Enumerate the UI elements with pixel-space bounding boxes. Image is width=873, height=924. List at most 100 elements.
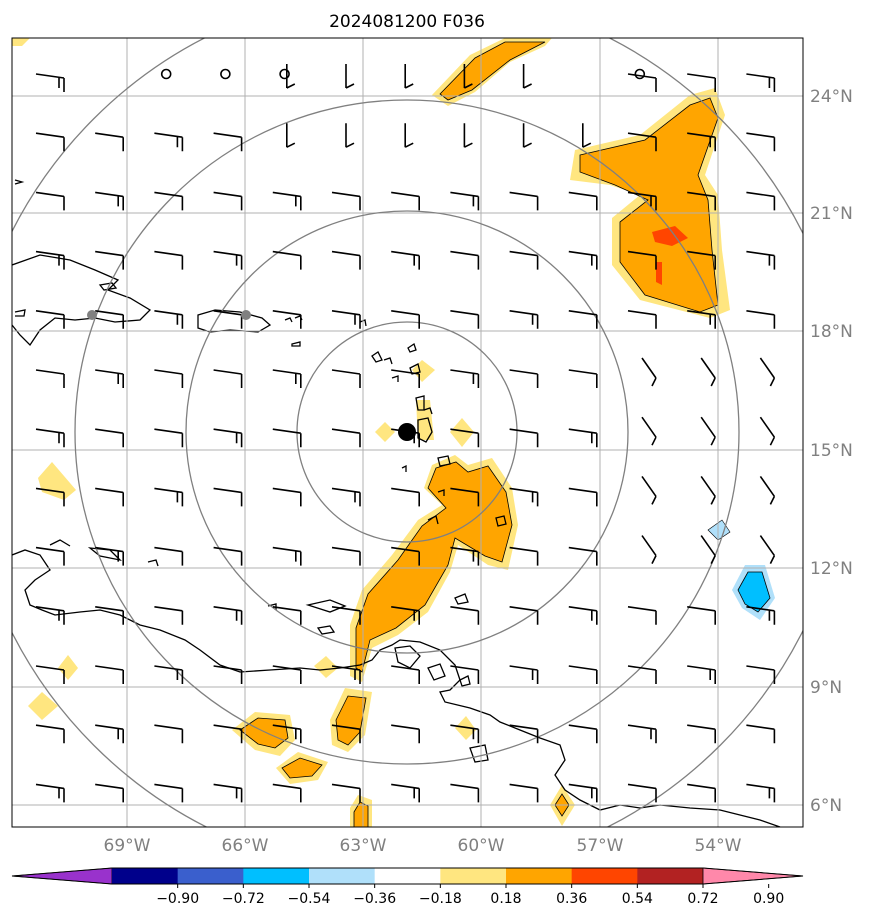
wind-barb (345, 64, 355, 89)
wind-barb (806, 725, 834, 743)
lat-label: 21°N (810, 204, 853, 224)
wind-barb (568, 724, 598, 744)
wind-barb (154, 783, 184, 803)
wind-barb (509, 783, 539, 803)
wind-barb (154, 665, 184, 684)
colorbar-extend-max (702, 867, 804, 885)
wind-barb (213, 487, 243, 507)
wind-barb (450, 428, 480, 448)
wind-barb (95, 191, 124, 211)
wind-barb (331, 546, 361, 566)
wind-barb (35, 369, 65, 388)
wind-barb (95, 310, 124, 329)
wind-barb (35, 783, 65, 803)
wind-barb (272, 487, 302, 507)
colorbar-segment (112, 868, 179, 884)
wind-barb (391, 665, 420, 684)
wind-barb (95, 487, 124, 507)
colorbar-tick-label: −0.18 (419, 891, 462, 907)
wind-barb (746, 665, 776, 684)
map-title: 2024081200 F036 (329, 12, 485, 32)
wind-barb (154, 250, 184, 270)
wind-barb (272, 546, 302, 566)
wind-barb (582, 123, 592, 148)
wind-barb (272, 310, 302, 329)
wind-barb (391, 606, 420, 625)
wind-barb (391, 783, 420, 803)
calm-wind-marker (634, 68, 646, 80)
wind-barb (35, 132, 65, 152)
colorbar-segment (243, 868, 310, 884)
wind-barb (272, 665, 302, 684)
wind-barb (213, 606, 243, 625)
wind-barb (391, 487, 420, 507)
wind-barb (522, 123, 532, 148)
colorbar-tick-label: −0.54 (288, 891, 331, 907)
wind-barb (35, 250, 65, 270)
colorbar-tick-label: −0.36 (353, 891, 396, 907)
wind-barb (463, 123, 473, 148)
lon-label: 60°W (458, 836, 505, 856)
wind-barb (568, 487, 598, 507)
wind-barb (641, 475, 657, 505)
wind-barb (35, 487, 65, 507)
wind-barb (272, 428, 302, 448)
wind-barb (331, 606, 361, 625)
gridlines (12, 38, 803, 827)
lon-label: 69°W (104, 836, 151, 856)
wind-barb (391, 310, 420, 329)
wind-barb (627, 724, 657, 744)
wind-barb (213, 191, 243, 211)
wind-barb (213, 783, 243, 803)
colorbar-segment (440, 868, 507, 884)
lon-label: 66°W (222, 836, 269, 856)
colorbar-tick-label: 0.54 (622, 891, 653, 907)
wind-barb (450, 606, 480, 625)
wind-barb (272, 191, 302, 211)
wind-barb (568, 250, 598, 270)
lat-label: 18°N (810, 322, 853, 342)
lat-label: 9°N (810, 678, 842, 698)
wind-barb (213, 665, 243, 684)
wind-barb (687, 250, 716, 270)
wind-barb (687, 606, 716, 625)
wind-barb (820, 476, 834, 504)
wind-barb (391, 724, 420, 744)
wind-barb (568, 428, 598, 448)
wind-barb (95, 665, 124, 684)
wind-barb (213, 369, 243, 388)
colorbar-tick-label: 0.72 (687, 891, 718, 907)
wind-barb (154, 428, 184, 448)
map-area (12, 38, 834, 827)
wind-barb (509, 369, 539, 388)
wind-barb (213, 724, 243, 744)
wind-barb (35, 546, 65, 566)
wind-barb (759, 357, 776, 387)
wind-barb (700, 535, 716, 564)
wind-barb (759, 416, 776, 446)
lon-label: 57°W (577, 836, 624, 856)
wind-barbs (35, 64, 834, 803)
wind-barb (35, 191, 65, 211)
wind-barb (35, 606, 65, 625)
wind-barb (806, 252, 834, 270)
wind-barb (746, 250, 776, 270)
wind-barb (687, 665, 716, 684)
wind-barb (509, 250, 539, 270)
wind-barb (746, 310, 776, 329)
colorbar (11, 867, 804, 888)
wind-barb (746, 606, 776, 625)
wind-barb (463, 64, 473, 89)
wind-barb (95, 724, 124, 744)
wind-barb (213, 546, 243, 566)
map-frame (11, 37, 804, 828)
wind-barb (522, 64, 532, 89)
colorbar-tick-label: 0.90 (753, 891, 784, 907)
colorbar-tick-label: 0.18 (490, 891, 521, 907)
wind-barb (331, 428, 361, 448)
colorbar-tick-label: −0.72 (222, 891, 265, 907)
wind-barb (272, 369, 302, 388)
wind-barb (450, 487, 480, 507)
wind-barb (95, 250, 124, 270)
lon-label: 54°W (695, 836, 742, 856)
